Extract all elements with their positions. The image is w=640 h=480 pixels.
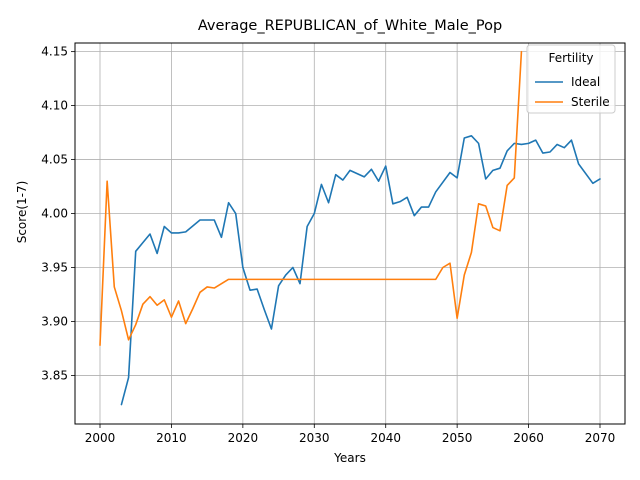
x-tick-label: 2050: [442, 431, 473, 445]
y-tick-label: 4.10: [41, 99, 68, 113]
x-tick-label: 2070: [585, 431, 616, 445]
y-tick-label: 3.90: [41, 314, 68, 328]
y-axis: 3.85 3.90 3.95 4.00 4.05 4.10 4.15: [41, 45, 75, 382]
chart-title: Average_REPUBLICAN_of_White_Male_Pop: [198, 18, 502, 34]
legend-box: [526, 44, 616, 114]
x-tick-label: 2000: [85, 431, 116, 445]
x-axis-label: Years: [333, 451, 366, 465]
y-tick-label: 3.85: [41, 368, 68, 382]
x-tick-label: 2010: [156, 431, 187, 445]
legend-title: Fertility: [548, 51, 593, 65]
series-line-sterile: [99, 50, 523, 347]
y-tick-label: 4.05: [41, 153, 68, 167]
legend-label-sterile: Sterile: [571, 95, 610, 109]
x-tick-label: 2020: [228, 431, 259, 445]
y-tick-label: 3.95: [41, 260, 68, 274]
legend-label-ideal: Ideal: [571, 75, 600, 89]
series-layer: [99, 50, 601, 406]
x-axis: 2000 2010 2020 2030 2040 2050 2060 2070: [85, 424, 616, 445]
x-tick-label: 2040: [370, 431, 401, 445]
x-tick-label: 2060: [513, 431, 544, 445]
legend: Fertility Ideal Sterile: [526, 44, 616, 114]
legend-items: Ideal Sterile: [535, 75, 610, 109]
series-line-ideal: [120, 135, 601, 406]
plot-area-frame: [74, 42, 626, 425]
x-tick-label: 2030: [299, 431, 330, 445]
y-tick-label: 4.00: [41, 207, 68, 221]
y-axis-label: Score(1-7): [15, 181, 29, 244]
y-tick-label: 4.15: [41, 45, 68, 59]
